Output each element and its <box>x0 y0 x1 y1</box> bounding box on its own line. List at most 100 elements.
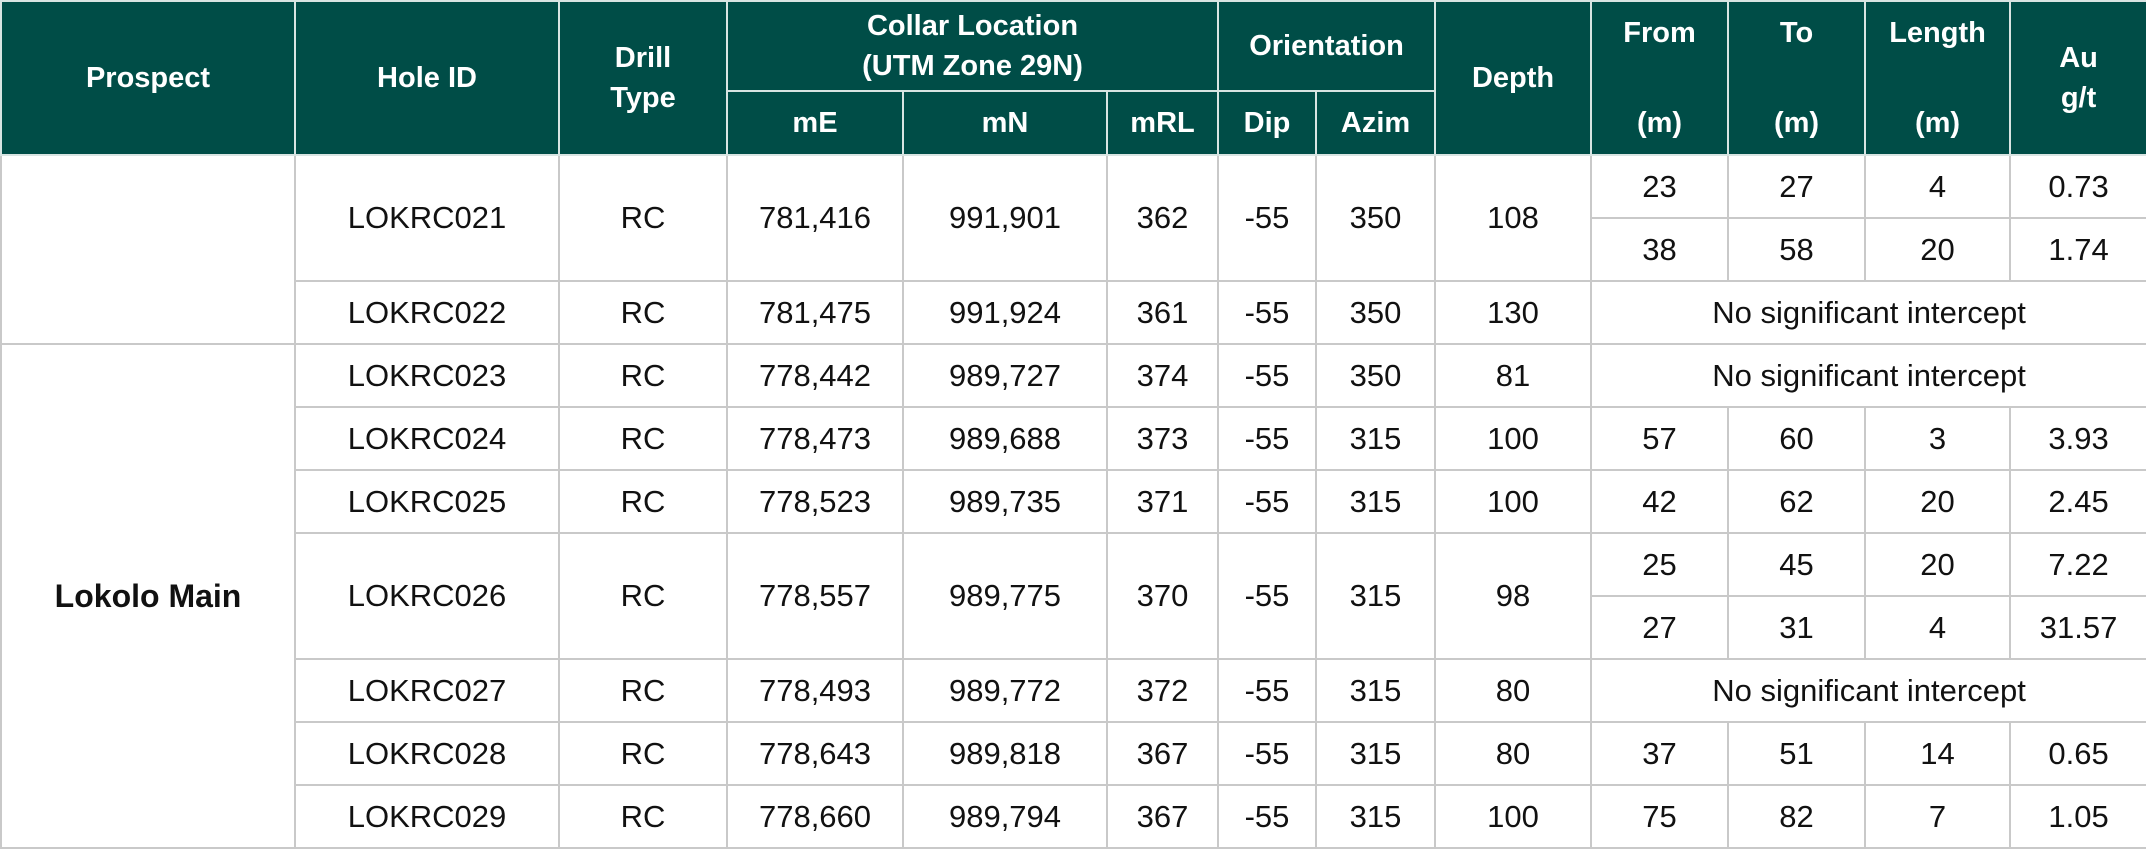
azim-cell: 350 <box>1315 280 1437 345</box>
from-cell: 38 <box>1590 217 1730 282</box>
header-length-line2: (m) <box>1914 107 1961 139</box>
length-cell: 20 <box>1864 532 2012 597</box>
mn-cell: 989,735 <box>902 469 1108 534</box>
header-depth: Depth <box>1434 0 1593 156</box>
mrl-cell: 373 <box>1105 406 1220 471</box>
hole-id-cell: LOKRC025 <box>294 469 560 534</box>
header-from-line2: (m) <box>1636 107 1683 139</box>
me-cell: 778,523 <box>726 469 904 534</box>
me-cell: 778,557 <box>726 532 904 660</box>
from-cell: 75 <box>1590 784 1730 849</box>
header-mrl: mRL <box>1105 90 1220 156</box>
table-row: LOKRC025 RC 778,523 989,735 371 -55 315 … <box>1 469 2146 534</box>
mrl-cell: 374 <box>1105 343 1220 408</box>
from-cell: 25 <box>1590 532 1730 597</box>
to-cell: 82 <box>1727 784 1867 849</box>
azim-cell: 315 <box>1315 721 1437 786</box>
depth-cell: 81 <box>1434 343 1593 408</box>
header-drill-type-line1: Drill <box>614 42 672 74</box>
hole-id-cell: LOKRC022 <box>294 280 560 345</box>
depth-cell: 80 <box>1434 721 1593 786</box>
au-cell: 2.45 <box>2009 469 2146 534</box>
no-intercept-cell: No significant intercept <box>1590 658 2146 723</box>
hole-id-cell: LOKRC021 <box>294 154 560 282</box>
drill-type-cell: RC <box>558 280 728 345</box>
azim-cell: 315 <box>1315 784 1437 849</box>
azim-cell: 315 <box>1315 532 1437 660</box>
header-collar-line1: Collar Location <box>866 10 1079 42</box>
mn-cell: 991,901 <box>902 154 1108 282</box>
hole-id-cell: LOKRC026 <box>294 532 560 660</box>
depth-cell: 100 <box>1434 406 1593 471</box>
dip-cell: -55 <box>1217 406 1318 471</box>
no-intercept-cell: No significant intercept <box>1590 280 2146 345</box>
me-cell: 778,660 <box>726 784 904 849</box>
no-intercept-cell: No significant intercept <box>1590 343 2146 408</box>
dip-cell: -55 <box>1217 784 1318 849</box>
azim-cell: 315 <box>1315 658 1437 723</box>
header-au-line1: Au <box>2059 42 2098 74</box>
drill-type-cell: RC <box>558 154 728 282</box>
hole-id-cell: LOKRC023 <box>294 343 560 408</box>
header-row-secondary: mE mN mRL Dip Azim <box>1 90 2146 156</box>
header-orientation: Orientation <box>1217 0 1437 92</box>
dip-cell: -55 <box>1217 154 1318 282</box>
table-row: LOKRC022 RC 781,475 991,924 361 -55 350 … <box>1 280 2146 345</box>
header-to: To (m) <box>1727 0 1867 156</box>
au-cell: 0.65 <box>2009 721 2146 786</box>
mrl-cell: 362 <box>1105 154 1220 282</box>
header-to-line2: (m) <box>1773 107 1820 139</box>
mn-cell: 989,772 <box>902 658 1108 723</box>
to-cell: 51 <box>1727 721 1867 786</box>
hole-id-cell: LOKRC028 <box>294 721 560 786</box>
header-drill-type: Drill Type <box>558 0 728 156</box>
from-cell: 23 <box>1590 154 1730 219</box>
header-au: Au g/t <box>2009 0 2146 156</box>
header-collar-location: Collar Location (UTM Zone 29N) <box>725 0 1220 92</box>
mrl-cell: 370 <box>1105 532 1220 660</box>
length-cell: 3 <box>1864 406 2012 471</box>
mn-cell: 989,688 <box>902 406 1108 471</box>
depth-cell: 98 <box>1434 532 1593 660</box>
table-row: 38 58 20 1.74 <box>1 217 2146 282</box>
from-cell: 37 <box>1590 721 1730 786</box>
table-row: Lokolo Main LOKRC023 RC 778,442 989,727 … <box>0 343 2146 849</box>
me-cell: 778,473 <box>726 406 904 471</box>
header-au-line2: g/t <box>2060 82 2097 114</box>
to-cell: 27 <box>1727 154 1867 219</box>
mn-cell: 989,818 <box>902 721 1108 786</box>
table-row: LOKRC027 RC 778,493 989,772 372 -55 315 … <box>1 658 2146 723</box>
length-cell: 14 <box>1864 721 2012 786</box>
drill-type-cell: RC <box>558 469 728 534</box>
dip-cell: -55 <box>1217 658 1318 723</box>
length-cell: 20 <box>1864 217 2012 282</box>
mrl-cell: 367 <box>1105 721 1220 786</box>
azim-cell: 315 <box>1315 469 1437 534</box>
table-row: LOKRC026 RC 778,557 989,775 370 -55 315 … <box>1 532 2146 660</box>
hole-id-cell: LOKRC029 <box>294 784 560 849</box>
depth-cell: 100 <box>1434 469 1593 534</box>
header-length-line1: Length <box>1889 17 1986 49</box>
mrl-cell: 372 <box>1105 658 1220 723</box>
mrl-cell: 367 <box>1105 784 1220 849</box>
au-cell: 1.05 <box>2009 784 2146 849</box>
drill-type-cell: RC <box>558 721 728 786</box>
azim-cell: 315 <box>1315 406 1437 471</box>
to-cell: 58 <box>1727 217 1867 282</box>
me-cell: 778,643 <box>726 721 904 786</box>
drill-type-cell: RC <box>558 406 728 471</box>
au-cell: 31.57 <box>2009 595 2146 660</box>
depth-cell: 80 <box>1434 658 1593 723</box>
header-row-primary: Prospect Hole ID Drill Type Collar Locat… <box>0 0 2146 156</box>
length-cell: 4 <box>1864 154 2012 219</box>
header-length: Length (m) <box>1864 0 2012 156</box>
length-cell: 4 <box>1864 595 2012 660</box>
from-cell: 42 <box>1590 469 1730 534</box>
header-collar-line2: (UTM Zone 29N) <box>862 50 1083 82</box>
depth-cell: 108 <box>1434 154 1593 282</box>
table-row: LOKRC029 RC 778,660 989,794 367 -55 315 … <box>1 784 2146 849</box>
azim-cell: 350 <box>1315 343 1437 408</box>
dip-cell: -55 <box>1217 532 1318 660</box>
prospect-cell: Lokolo Main <box>0 343 296 849</box>
